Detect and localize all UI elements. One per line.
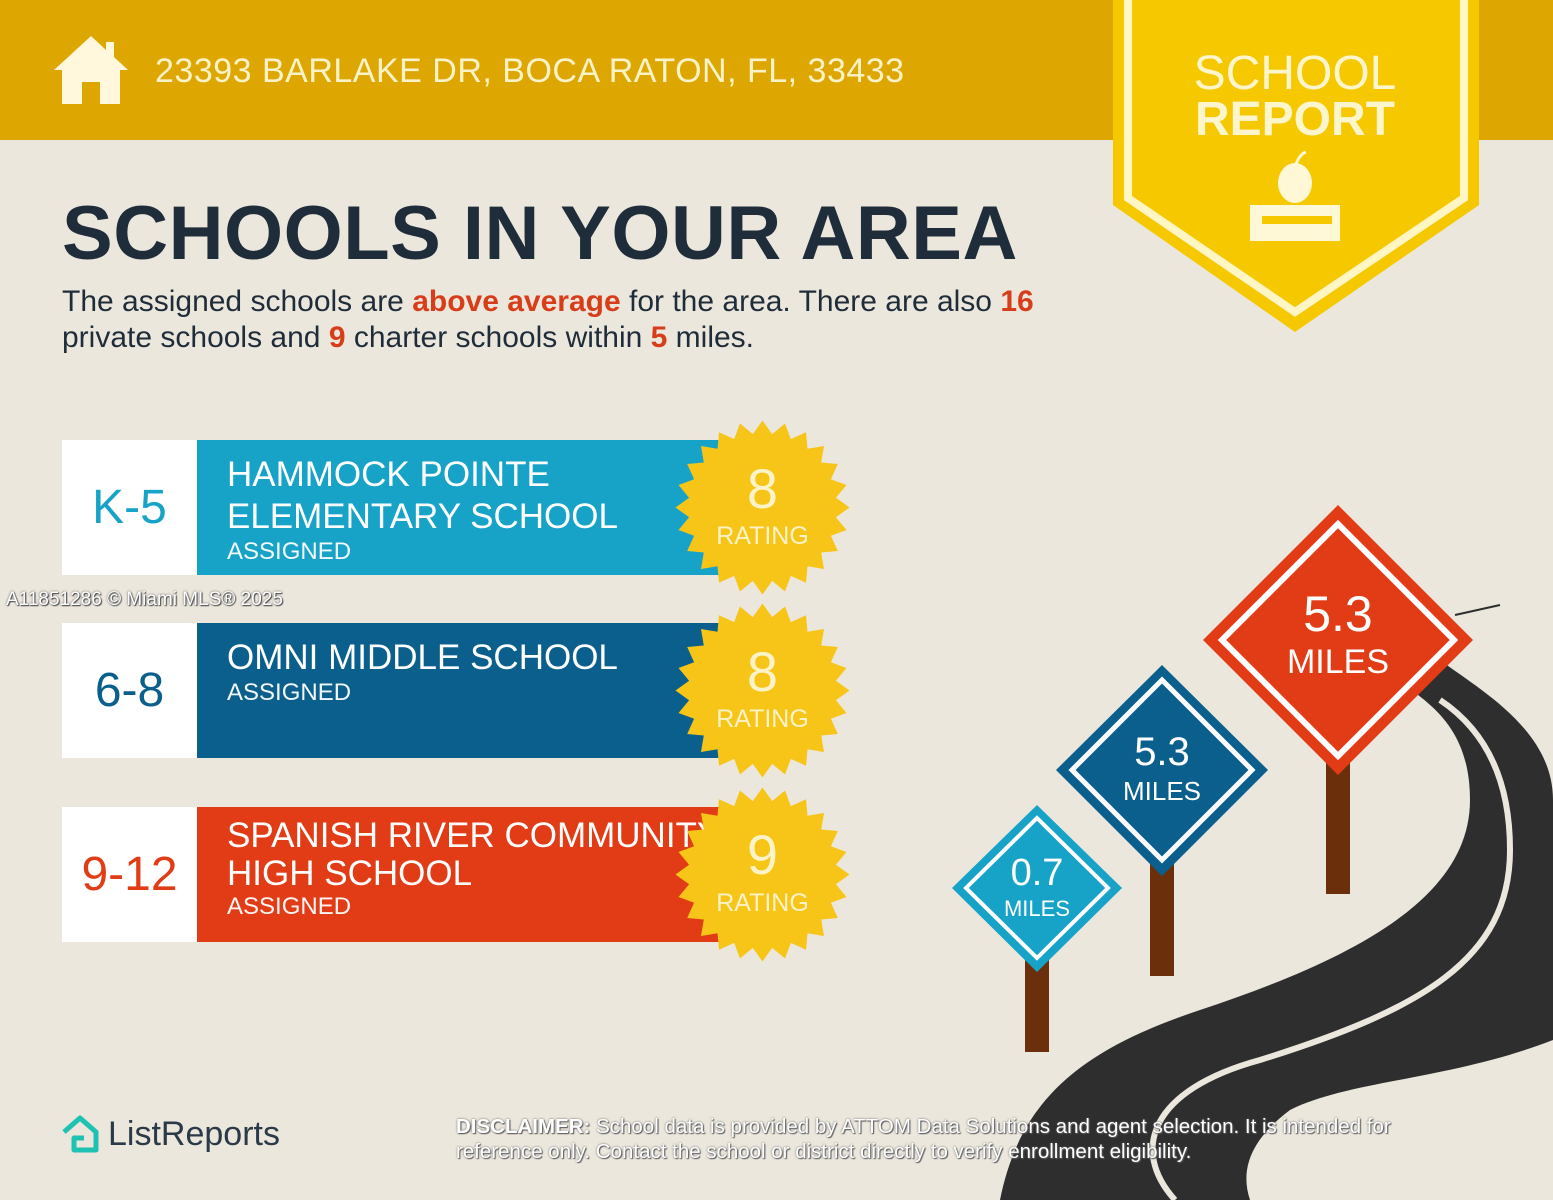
- disclaimer: DISCLAIMER: School data is provided by A…: [456, 1115, 1391, 1163]
- distance-unit: MILES: [1122, 776, 1202, 806]
- distance-sign-elementary: [952, 805, 1122, 972]
- sign-post: [1326, 760, 1350, 894]
- rating-label: RATING: [716, 705, 809, 733]
- school-row-middle: 6-8 OMNI MIDDLE SCHOOL ASSIGNED: [62, 623, 722, 758]
- distance-sign-middle: [1056, 665, 1268, 876]
- logo-text: ListReports: [108, 1114, 280, 1153]
- rating-star-badge: [675, 787, 850, 962]
- grade-range: 9-12: [62, 807, 197, 942]
- school-name: SPANISH RIVER COMMUNITY: [227, 816, 721, 855]
- school-report-banner: [1113, 0, 1479, 332]
- school-name-2: ELEMENTARY SCHOOL: [227, 497, 618, 536]
- school-name: HAMMOCK POINTE: [227, 455, 550, 494]
- distance-value: 5.3: [1134, 730, 1190, 774]
- sign-post: [1150, 860, 1174, 976]
- listreports-logo: ListReports: [60, 1114, 280, 1154]
- distance-unit: MILES: [1003, 896, 1071, 921]
- grade-range: 6-8: [62, 623, 197, 758]
- school-name-2: HIGH SCHOOL: [227, 854, 473, 893]
- school-bar: SPANISH RIVER COMMUNITY HIGH SCHOOL ASSI…: [197, 807, 722, 942]
- school-status: ASSIGNED: [227, 679, 352, 706]
- rating-value: 8: [746, 640, 779, 703]
- school-name: OMNI MIDDLE SCHOOL: [227, 638, 618, 677]
- distance-sign-high: [1203, 505, 1473, 775]
- rating-star-badge: [675, 603, 850, 778]
- school-bar: HAMMOCK POINTE ELEMENTARY SCHOOL ASSIGNE…: [197, 440, 722, 575]
- rating-value: 8: [746, 457, 779, 520]
- distance-value: 5.3: [1303, 586, 1373, 642]
- rating-star-badge: [675, 420, 850, 595]
- page-title: SCHOOLS IN YOUR AREA: [62, 191, 1018, 276]
- school-status: ASSIGNED: [227, 538, 352, 565]
- distance-value: 0.7: [1010, 852, 1064, 894]
- school-bar: OMNI MIDDLE SCHOOL ASSIGNED: [197, 623, 722, 758]
- rating-label: RATING: [716, 889, 809, 917]
- road: [1000, 660, 1553, 1200]
- grade-range: K-5: [62, 440, 197, 575]
- property-address: 23393 BARLAKE DR, BOCA RATON, FL, 33433: [155, 52, 905, 90]
- sign-post: [1025, 960, 1049, 1052]
- mls-watermark: A11851286 © Miami MLS® 2025: [6, 589, 283, 610]
- school-row-elementary: K-5 HAMMOCK POINTE ELEMENTARY SCHOOL ASS…: [62, 440, 722, 575]
- listreports-house-icon: [62, 1115, 99, 1153]
- banner-line2: REPORT: [1194, 93, 1395, 146]
- school-row-high: 9-12 SPANISH RIVER COMMUNITY HIGH SCHOOL…: [62, 807, 722, 942]
- apple-on-book-icon: [1250, 150, 1340, 241]
- rating-value: 9: [746, 823, 779, 886]
- intro-text: The assigned schools are above average f…: [62, 285, 1034, 354]
- house-icon: [54, 36, 128, 104]
- distance-unit: MILES: [1286, 643, 1390, 681]
- rating-label: RATING: [716, 522, 809, 550]
- banner-line1: SCHOOL: [1193, 47, 1397, 100]
- school-status: ASSIGNED: [227, 893, 352, 920]
